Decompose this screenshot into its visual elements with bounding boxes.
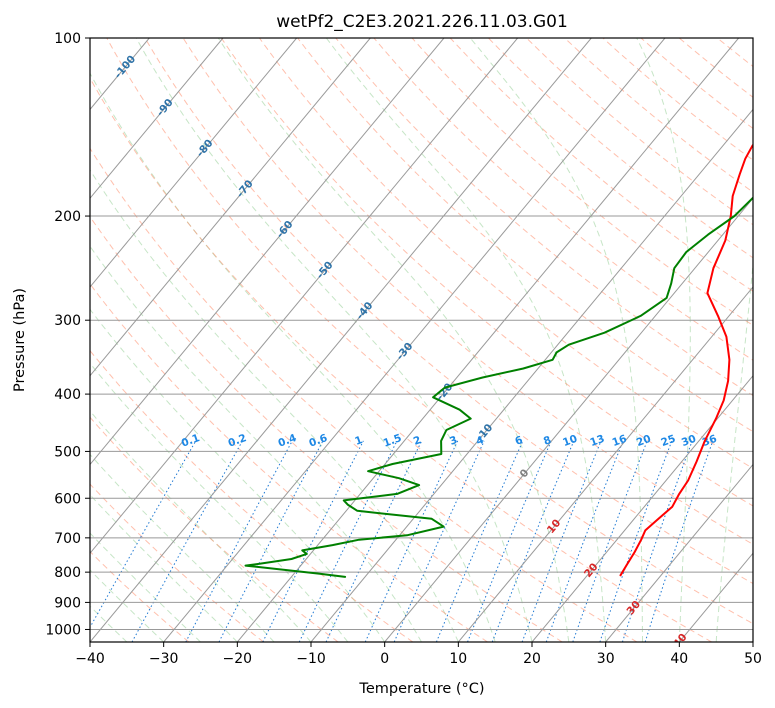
mixing-ratio-label: 8 (542, 434, 553, 448)
mixing-ratio-label: 30 (680, 433, 698, 449)
mixing-ratio-label: 1.5 (382, 432, 404, 450)
isotherm-gridline (90, 38, 445, 466)
isotherm-gridlines (90, 38, 753, 642)
mixing-ratio-label: 13 (588, 433, 606, 449)
moist-adiabat-group (90, 38, 753, 642)
plot-area: -100-90-80-70-60-50-40-30-20-10010203040… (90, 38, 753, 650)
mixing-ratio-line (599, 440, 673, 642)
y-tick-label: 300 (54, 313, 81, 329)
y-tick-label: 800 (54, 565, 81, 581)
x-tick-label: 10 (449, 651, 467, 667)
dry-adiabat-line (373, 38, 753, 361)
mixing-ratio-label: 0.1 (180, 432, 202, 450)
mixing-ratio-line (364, 440, 459, 642)
y-axis: 100 200 300 400 500 600 700 800 900 1000 (45, 31, 90, 639)
x-axis-label: Temperature (°C) (358, 681, 484, 697)
isotherm-label: 40 (671, 631, 690, 650)
moist-adiabat-line (90, 362, 349, 642)
mixing-ratio-label: 25 (659, 433, 677, 449)
isotherm-gridline (90, 38, 298, 288)
dry-adiabat-line (90, 283, 488, 642)
mixing-ratio-label: 3 (448, 434, 459, 448)
x-tick-label: 30 (597, 651, 615, 667)
dry-adiabat-line (90, 77, 712, 642)
mixing-ratio-label: 4 (475, 434, 486, 448)
mixing-ratio-label: 1 (353, 434, 364, 448)
dry-adiabat-line (90, 147, 638, 642)
mixing-ratio-label: 36 (701, 433, 719, 449)
y-tick-label: 700 (54, 531, 81, 547)
mixing-ratio-line (262, 440, 364, 642)
isotherm-gridline (457, 286, 753, 642)
dry-adiabat-line (335, 38, 753, 397)
dry-adiabat-line (90, 349, 414, 642)
isotherm-gridline (384, 197, 753, 642)
dry-adiabat-line (90, 550, 190, 642)
isotherm-gridline (90, 38, 592, 642)
x-tick-label: 50 (744, 651, 762, 667)
mixing-ratio-label: 10 (561, 433, 579, 449)
y-tick-label: 1000 (45, 623, 81, 639)
dewpoint-profile-line (244, 196, 753, 578)
moist-adiabat-line (90, 569, 165, 642)
chart-title: wetPf2_C2E3.2021.226.11.03.G01 (276, 12, 568, 32)
mixing-ratio-label: 0.2 (227, 432, 249, 450)
x-tick-label: −20 (223, 651, 253, 667)
moist-adiabat-line (90, 494, 238, 642)
moist-adiabat-line (90, 245, 422, 642)
mixing-ratio-label: 20 (635, 433, 653, 449)
x-tick-label: −40 (75, 651, 105, 667)
mixing-ratio-label: 16 (611, 433, 629, 449)
x-axis: −40 −30 −20 −10 0 10 20 30 40 50 (75, 642, 762, 667)
mixing-ratio-line (435, 440, 524, 642)
mixing-ratio-line (90, 440, 197, 629)
y-tick-label: 600 (54, 491, 81, 507)
moist-adiabat-line (217, 38, 570, 642)
isotherm-gridline (90, 38, 519, 555)
mixing-ratio-group (90, 440, 714, 642)
isotherm-gridline (163, 38, 666, 642)
mixing-ratio-line (131, 440, 243, 642)
isotherm-gridline (236, 38, 740, 642)
y-tick-label: 100 (54, 31, 81, 47)
profile-series (244, 143, 753, 578)
moist-adiabat-line (325, 38, 607, 642)
isotherm-gridline (531, 374, 753, 642)
mixing-ratio-line (644, 440, 714, 642)
temperature-profile-line (619, 143, 753, 577)
dry-adiabat-line (90, 483, 264, 642)
moist-adiabat-line (135, 38, 533, 642)
isotherm-gridline (605, 463, 753, 642)
mixing-ratio-label: 2 (412, 434, 423, 448)
dry-adiabat-line (297, 38, 753, 433)
moist-adiabat-line (90, 72, 496, 642)
y-tick-label: 900 (54, 595, 81, 611)
y-tick-label: 400 (54, 387, 81, 403)
moist-adiabat-line (90, 532, 201, 642)
moist-adiabat-line (715, 259, 753, 642)
mixing-ratio-label: 0.4 (277, 432, 299, 450)
moist-adiabat-line (90, 169, 459, 642)
dry-adiabat-line (411, 38, 753, 326)
mixing-ratio-line (545, 440, 624, 642)
x-tick-label: −10 (296, 651, 326, 667)
y-axis-label: Pressure (hPa) (12, 288, 28, 392)
y-tick-label: 500 (54, 444, 81, 460)
x-tick-label: 40 (670, 651, 688, 667)
mixing-ratio-line (393, 440, 485, 642)
y-tick-label: 200 (54, 209, 81, 225)
moist-adiabat-line (469, 38, 643, 642)
mixing-ratio-label: 0.6 (307, 432, 329, 450)
isotherm-gridline (310, 108, 753, 642)
mixing-ratio-line (572, 440, 648, 642)
isotherm-gridline (90, 38, 224, 200)
plot-frame (89, 37, 754, 643)
mixing-ratio-label: 6 (513, 434, 524, 448)
isotherm-gridline (90, 38, 371, 377)
x-tick-label: 20 (523, 651, 541, 667)
x-tick-label: 0 (380, 651, 389, 667)
x-tick-label: −30 (149, 651, 179, 667)
dry-adiabat-group (90, 38, 753, 642)
